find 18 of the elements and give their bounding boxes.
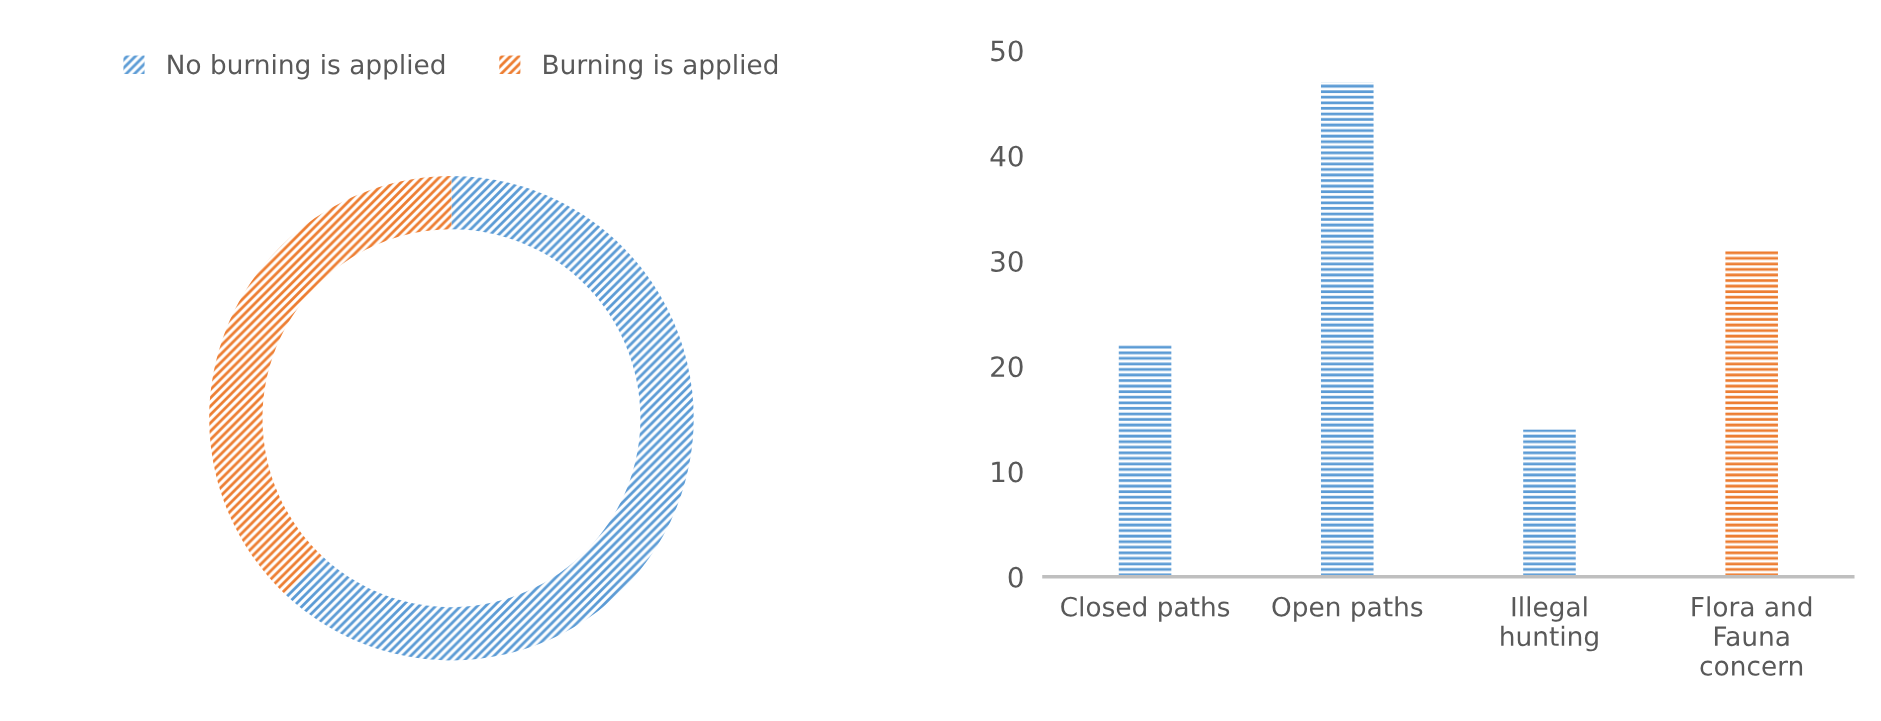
x-tick-label: Illegal hunting xyxy=(1501,596,1598,652)
donut-slice xyxy=(209,175,452,595)
y-tick-label: 50 xyxy=(991,40,1023,62)
y-tick-label: 10 xyxy=(992,461,1023,483)
y-tick-label: 30 xyxy=(991,250,1023,272)
y-tick-label: 20 xyxy=(991,356,1023,378)
legend-label: No burning is applied xyxy=(168,53,445,80)
x-tick-label: Closed paths xyxy=(1061,596,1230,622)
bar xyxy=(1725,250,1778,577)
bar xyxy=(1523,429,1576,577)
legend-label: Burning is applied xyxy=(544,53,778,80)
donut-slice xyxy=(285,175,694,661)
x-tick-label: Open paths xyxy=(1272,596,1423,622)
y-tick-label: 0 xyxy=(1008,566,1023,588)
x-tick-label: Flora and Fauna concern xyxy=(1692,596,1812,676)
bar xyxy=(1320,82,1374,577)
bar xyxy=(1118,345,1172,577)
y-tick-label: 40 xyxy=(990,145,1023,167)
